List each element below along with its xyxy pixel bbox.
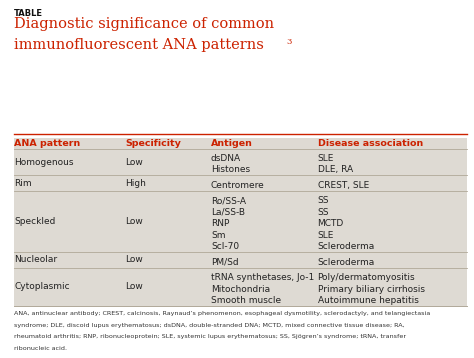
Text: Specificity: Specificity [126,139,182,147]
Text: tRNA synthetases, Jo-1: tRNA synthetases, Jo-1 [211,273,314,282]
Text: 3: 3 [287,38,292,45]
Text: Low: Low [126,256,143,265]
Text: Antigen: Antigen [211,139,253,147]
Text: Low: Low [126,217,143,226]
Text: CREST, SLE: CREST, SLE [318,181,369,190]
Text: Low: Low [126,282,143,291]
Text: Poly/dermatomyositis: Poly/dermatomyositis [318,273,415,282]
Text: ribonucleic acid.: ribonucleic acid. [14,346,67,351]
Text: MCTD: MCTD [318,219,344,228]
Text: SLE: SLE [318,231,334,240]
Text: ANA pattern: ANA pattern [14,139,81,147]
Text: Primary biliary cirrhosis: Primary biliary cirrhosis [318,285,425,294]
Text: immunofluorescent ANA patterns: immunofluorescent ANA patterns [14,38,264,52]
Text: syndrome; DLE, discoid lupus erythematosus; dsDNA, double-stranded DNA; MCTD, mi: syndrome; DLE, discoid lupus erythematos… [14,323,405,328]
Text: Low: Low [126,158,143,166]
Text: Sm: Sm [211,231,226,240]
Text: Speckled: Speckled [14,217,55,226]
Text: Scl-70: Scl-70 [211,242,239,251]
Text: dsDNA: dsDNA [211,154,241,163]
Text: Mitochondria: Mitochondria [211,285,270,294]
Bar [0,0,474,138]
Text: Cytoplasmic: Cytoplasmic [14,282,70,291]
Text: Diagnostic significance of common: Diagnostic significance of common [14,17,274,31]
Text: La/SS-B: La/SS-B [211,208,245,217]
Text: Nucleolar: Nucleolar [14,256,57,265]
Text: Scleroderma: Scleroderma [318,242,375,251]
Text: Homogenous: Homogenous [14,158,74,166]
Text: Scleroderma: Scleroderma [318,258,375,267]
Text: High: High [126,179,146,188]
Text: SS: SS [318,197,329,205]
Text: Disease association: Disease association [318,139,423,147]
Text: TABLE: TABLE [14,9,43,18]
Text: Ro/SS-A: Ro/SS-A [211,197,246,205]
Text: ANA, antinuclear antibody; CREST, calcinosis, Raynaud’s phenomenon, esophageal d: ANA, antinuclear antibody; CREST, calcin… [14,311,430,316]
Text: SLE: SLE [318,154,334,163]
Bar [14,138,467,306]
Text: Histones: Histones [211,165,250,174]
Text: Rim: Rim [14,179,32,188]
Text: DLE, RA: DLE, RA [318,165,353,174]
Text: Autoimmune hepatitis: Autoimmune hepatitis [318,296,419,305]
Text: SS: SS [318,208,329,217]
Text: Centromere: Centromere [211,181,264,190]
Text: PM/Sd: PM/Sd [211,258,238,267]
Text: RNP: RNP [211,219,229,228]
Text: Smooth muscle: Smooth muscle [211,296,281,305]
Text: rheumatoid arthritis; RNP, ribonucleoprotein; SLE, systemic lupus erythematosus;: rheumatoid arthritis; RNP, ribonucleopro… [14,334,406,339]
